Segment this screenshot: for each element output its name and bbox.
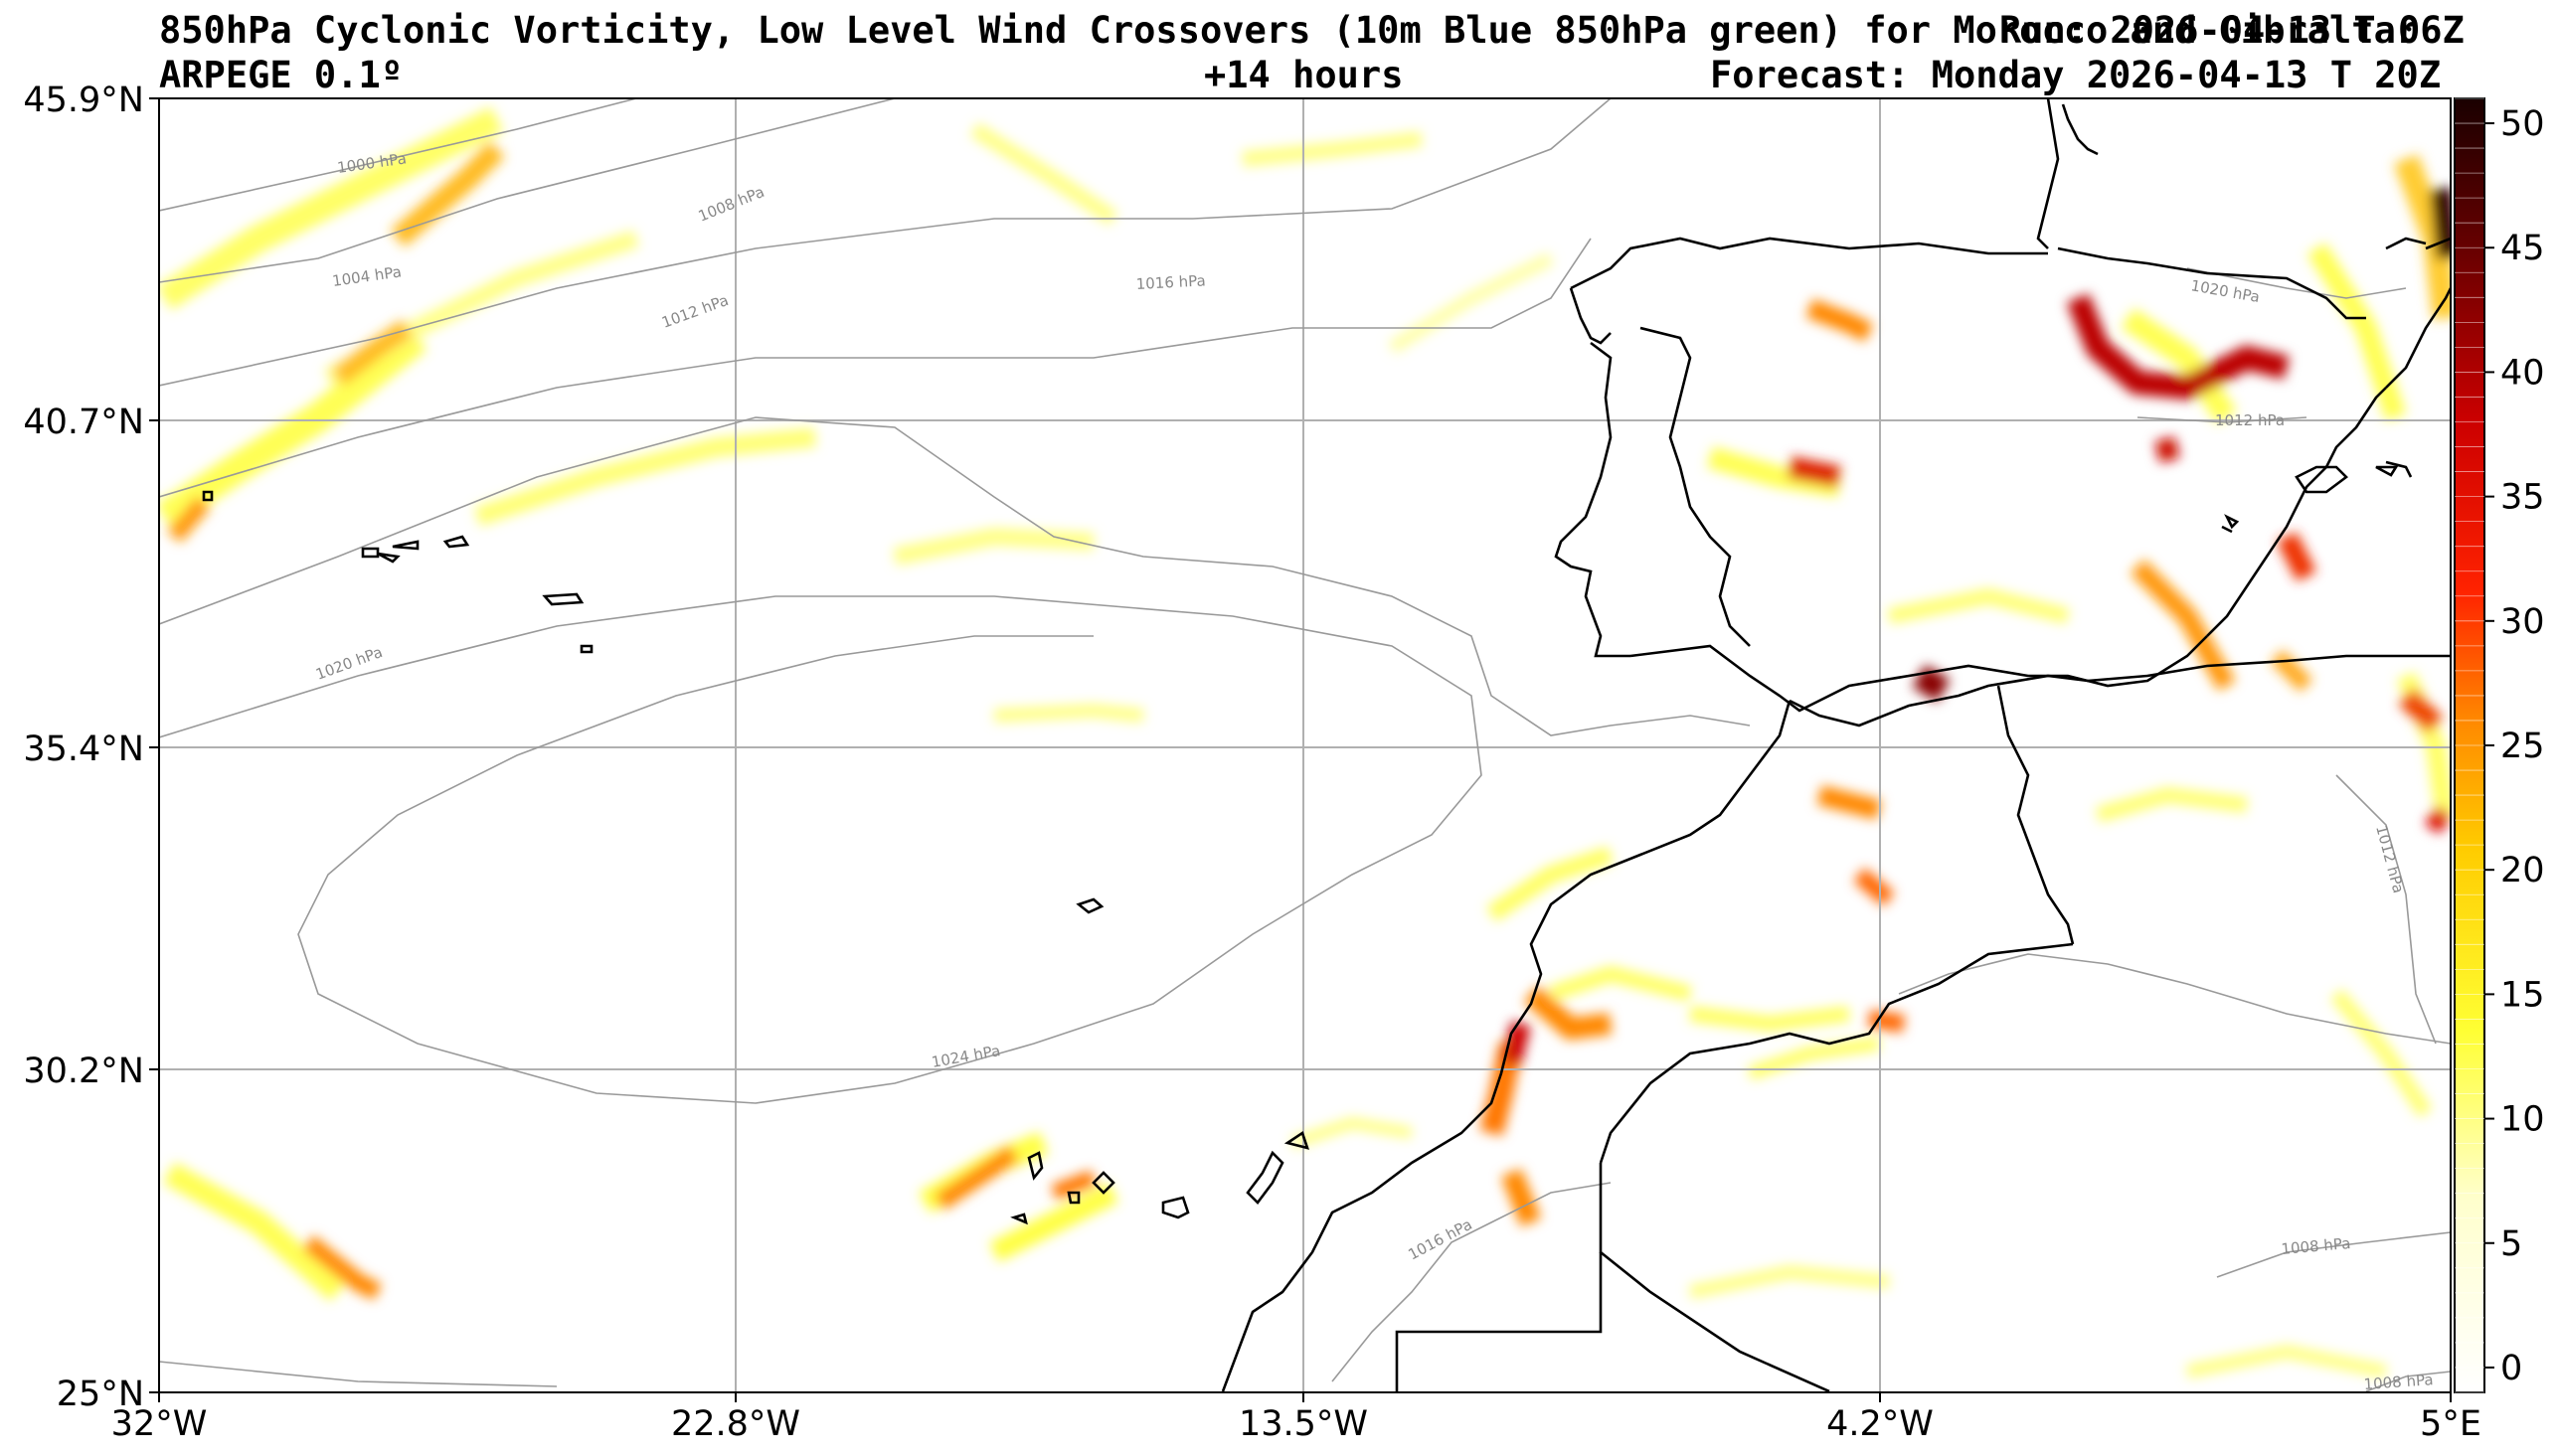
colorbar-ticks: 0 5 10 15 20 25 30 35 40 45 50 [2484, 104, 2545, 1388]
lon-label: 5°E [2420, 1404, 2481, 1444]
colorbar-tick-label: 15 [2500, 975, 2545, 1015]
lon-label: 4.2°W [1826, 1404, 1934, 1444]
valid-time: Forecast: Monday 2026-04-13 T 20Z [1710, 54, 2442, 96]
map-area[interactable] [159, 98, 2451, 1392]
lon-tick-labels: 32°W 22.8°W 13.5°W 4.2°W 5°E [111, 1404, 2481, 1444]
lat-tick-labels: 45.9°N 40.7°N 35.4°N 30.2°N 25°N [23, 81, 144, 1414]
lon-label: 13.5°W [1239, 1404, 1368, 1444]
colorbar: 0 5 10 15 20 25 30 35 40 45 50 [2454, 97, 2545, 1393]
colorbar-tick-label: 5 [2500, 1224, 2522, 1264]
lon-label: 32°W [111, 1404, 208, 1444]
lead-time: +14 hours [1204, 54, 1404, 96]
run-time: Run: 2026-04-13 T 06Z [1999, 9, 2465, 52]
colorbar-tick-label: 35 [2500, 478, 2545, 518]
isobar-label: 1016 hPa [1135, 271, 1206, 293]
colorbar-tick-label: 0 [2500, 1349, 2522, 1388]
lat-label: 45.9°N [23, 81, 144, 120]
colorbar-tick-label: 30 [2500, 602, 2545, 642]
colorbar-tick-label: 45 [2500, 229, 2545, 268]
lat-label: 40.7°N [23, 403, 144, 442]
colorbar-tick-label: 40 [2500, 353, 2545, 393]
coastlines [202, 98, 2451, 1392]
map-frame [158, 97, 2452, 1393]
graticule [159, 98, 2451, 1392]
model-name: ARPEGE 0.1º [159, 54, 404, 96]
colorbar-tick-label: 10 [2500, 1100, 2545, 1140]
colorbar-level-lines [2455, 97, 2484, 1393]
colorbar-tick-label: 50 [2500, 104, 2545, 144]
colorbar-tick-label: 25 [2500, 727, 2545, 766]
chart-title: 850hPa Cyclonic Vorticity, Low Level Win… [159, 9, 2419, 52]
lon-label: 22.8°W [671, 1404, 800, 1444]
lat-label: 30.2°N [23, 1052, 144, 1091]
isobar-label: 1012 hPa [2215, 411, 2285, 429]
isobar-label: 1008 hPa [2363, 1371, 2434, 1393]
lat-label: 25°N [57, 1375, 144, 1414]
colorbar-tick-label: 20 [2500, 851, 2545, 890]
axis-ticks [149, 97, 2452, 1402]
lat-label: 35.4°N [23, 729, 144, 769]
